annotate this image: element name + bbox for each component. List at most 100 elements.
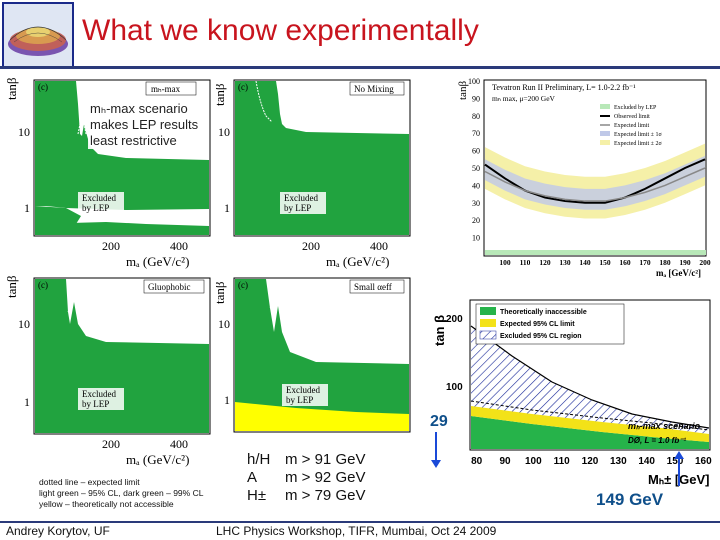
tevatron-xtick: 100: [499, 258, 511, 267]
tevatron-ytick: 60: [472, 147, 480, 156]
tevatron-title: Tevatron Run II Preliminary, L= 1.0-2.2 …: [492, 83, 636, 92]
note-line-1: dotted line – expected limit: [39, 477, 140, 487]
tevatron-ytick: 30: [472, 199, 480, 208]
dzero-scenario: mₕ-max scenario: [628, 421, 701, 431]
tevatron-xtick: 110: [520, 258, 531, 267]
y-axis-label: tanβ: [216, 83, 227, 106]
note-line-3: yellow – theoretically not accessible: [39, 499, 174, 509]
footer-author: Andrey Korytov, UF: [6, 524, 110, 538]
lep-panel-nomixing: (c) No Mixing Excluded by LEP 10 1 200 4…: [216, 74, 416, 270]
top-divider: [0, 66, 720, 69]
mass-limit-row: h/H m > 91 GeV: [247, 451, 365, 469]
lep-panel-smallalpha: (c) Small αeff Excluded by LEP 10 1 tanβ: [216, 272, 416, 434]
excluded-label-line2: by LEP: [286, 395, 313, 405]
dzero-xtick: 90: [499, 456, 511, 467]
slide-title: What we know experimentally: [82, 14, 479, 47]
mhmax-annotation: mₕ-max scenario makes LEP results least …: [88, 101, 201, 149]
legend-2sigma: Expected limit ± 2σ: [614, 141, 662, 147]
panel-label: (c): [238, 82, 248, 92]
xtick-200: 200: [102, 437, 120, 451]
tevatron-limit-plot: Tevatron Run II Preliminary, L= 1.0-2.2 …: [452, 74, 714, 280]
dzero-xtick: 120: [582, 456, 599, 467]
ytick-1: 1: [24, 201, 30, 215]
ytick-10: 10: [218, 317, 230, 331]
excluded-label-line1: Excluded: [82, 389, 116, 399]
tevatron-ytick: 50: [472, 164, 480, 173]
x-axis-label: mₐ (GeV/c²): [326, 254, 389, 269]
scenario-tag: Gluophobic: [148, 282, 191, 292]
tevatron-ytick: 80: [472, 112, 480, 121]
excluded-label-line1: Excluded: [82, 193, 116, 203]
y-axis-label: tanβ: [6, 275, 19, 298]
particle: h/H: [247, 451, 271, 468]
tevatron-xtick: 120: [539, 258, 551, 267]
legend-expected: Expected limit: [614, 123, 649, 129]
tevatron-ytick: 20: [472, 216, 480, 225]
excluded-label-line1: Excluded: [286, 385, 320, 395]
tevatron-xtick: 140: [579, 258, 591, 267]
tevatron-xtick: 150: [599, 258, 611, 267]
tevatron-ytick: 90: [472, 94, 480, 103]
bottom-divider: [0, 521, 720, 523]
scenario-tag: mₕ-max: [151, 84, 181, 94]
tevatron-ytick: 10: [472, 234, 480, 243]
y-axis-label: tanβ: [216, 281, 227, 304]
dzero-xtick: 140: [638, 456, 655, 467]
footer-event: LHC Physics Workshop, TIFR, Mumbai, Oct …: [216, 524, 497, 538]
dzero-legend: Theoretically inaccessible Expected 95% …: [475, 303, 625, 345]
tevatron-ytick: 70: [472, 129, 480, 138]
excluded-label-line2: by LEP: [284, 203, 311, 213]
xtick-200: 200: [102, 239, 120, 253]
sombrero-potential-icon: [4, 4, 72, 66]
ytick-10: 10: [18, 317, 30, 331]
panel-label: (c): [38, 280, 48, 290]
dzero-xtick: 160: [695, 456, 712, 467]
tevatron-subtitle: mₕ max, μ=200 GeV: [492, 94, 556, 103]
legend-theory: Theoretically inaccessible: [500, 309, 587, 316]
xtick-400: 400: [170, 437, 188, 451]
legend-expected: Expected 95% CL limit: [500, 321, 575, 328]
tevatron-xtick: 200: [699, 258, 711, 267]
legend-excluded: Excluded 95% CL region: [500, 333, 582, 340]
dzero-xtick: 150: [667, 456, 684, 467]
xtick-400: 400: [370, 239, 388, 253]
particle: A: [247, 469, 258, 486]
tevatron-xtick: 130: [559, 258, 571, 267]
arrow-up-icon: [674, 451, 684, 459]
dzero-experiment: DØ, L = 1.0 fb⁻¹: [628, 436, 686, 445]
note-line-2: light green – 95% CL, dark green – 99% C…: [39, 488, 204, 498]
tevatron-ytick: 100: [468, 77, 480, 86]
limit: m > 91 GeV: [285, 451, 366, 468]
scenario-tag: No Mixing: [354, 84, 394, 94]
tevatron-legend: Excluded by LEP Observed limit Expected …: [600, 104, 662, 147]
tevatron-y-label: tanβ: [457, 81, 469, 100]
legend-observed: Observed limit: [614, 114, 650, 120]
callout-high-mass: 149 GeV: [596, 490, 664, 509]
expected-limit-line: [484, 167, 706, 202]
dzero-xtick: 100: [525, 456, 542, 467]
ytick-1: 1: [24, 395, 30, 409]
limit: m > 79 GeV: [285, 487, 366, 504]
limit: m > 92 GeV: [285, 469, 366, 486]
annotation-line-2: makes LEP results: [90, 117, 199, 132]
tevatron-ytick: 40: [472, 181, 480, 190]
panel-label: (c): [38, 82, 48, 92]
dzero-ytick-100: 100: [446, 382, 463, 393]
logo: [2, 2, 74, 68]
legend-1sigma: Expected limit ± 1σ: [614, 132, 662, 138]
dzero-xtick: 130: [610, 456, 627, 467]
dzero-limit-plot: Theoretically inaccessible Expected 95% …: [432, 296, 716, 492]
color-legend-note: dotted line – expected limit light green…: [39, 477, 203, 510]
arrow-down-icon: [431, 432, 441, 468]
annotation-line-1: mₕ-max scenario: [90, 101, 188, 116]
dzero-y-label: tan β: [432, 315, 447, 346]
dzero-xtick: 110: [554, 456, 571, 467]
callout-low-mass: 29: [430, 413, 448, 430]
particle: H±: [247, 487, 267, 504]
excluded-label-line1: Excluded: [284, 193, 318, 203]
panel-label: (c): [238, 280, 248, 290]
tevatron-x-label: mₐ [GeV/c²]: [656, 268, 701, 278]
xtick-400: 400: [170, 239, 188, 253]
tevatron-xtick: 160: [619, 258, 631, 267]
